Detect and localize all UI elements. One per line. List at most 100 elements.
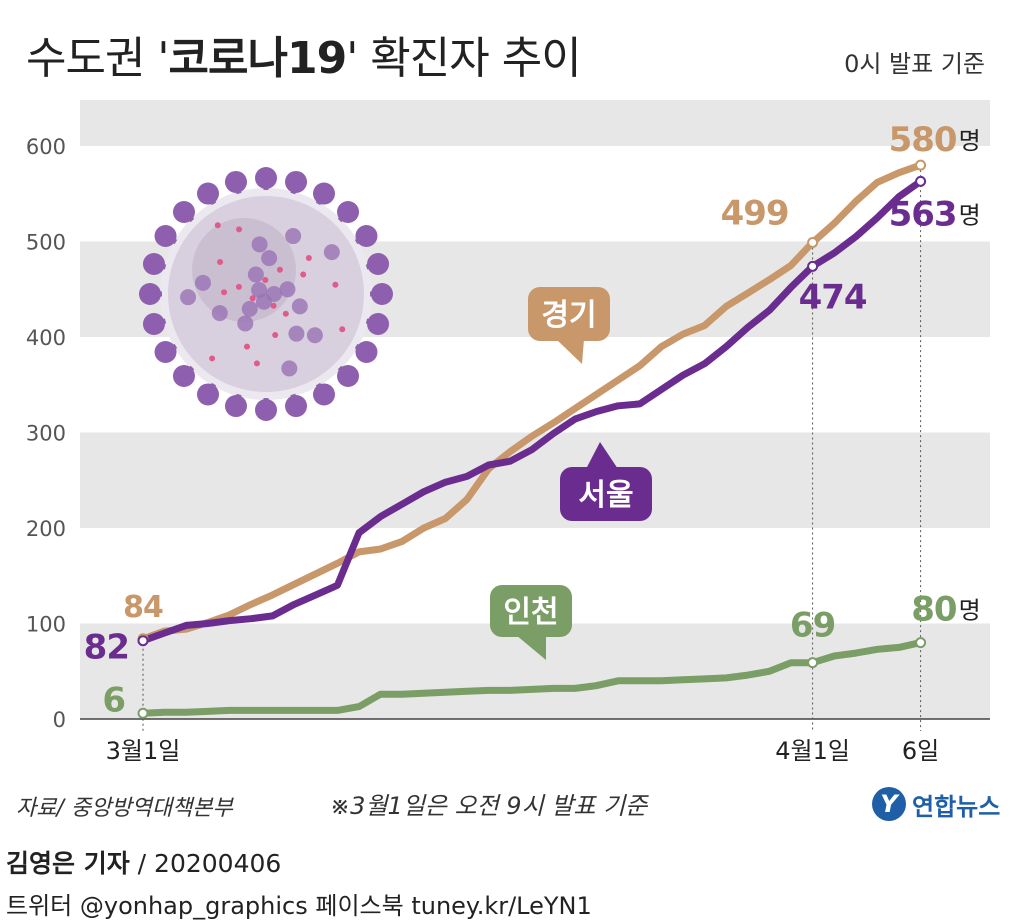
virus-spot <box>281 360 298 377</box>
virus-spike <box>139 283 161 305</box>
callout-tail <box>556 339 584 364</box>
series-line-경기 <box>139 161 925 643</box>
source-text: 자료/ 중앙방역대책본부 <box>16 796 233 821</box>
point-value-label: 474 <box>799 277 867 317</box>
virus-spike <box>154 225 177 247</box>
yonhap-logo-text: 연합뉴스 <box>912 792 1001 821</box>
virus-dot <box>221 289 228 296</box>
x-tick-label: 6일 <box>902 737 939 765</box>
callout-tail <box>516 635 546 660</box>
virus-spot <box>306 327 323 344</box>
point-marker <box>137 635 149 647</box>
virus-spot <box>261 250 278 267</box>
yonhap-logo-icon: Y <box>872 787 906 821</box>
virus-spot <box>180 289 197 306</box>
virus-dot <box>300 271 307 278</box>
virus-spot <box>211 305 228 322</box>
series-line-서울 <box>139 177 925 645</box>
grid-band <box>80 100 990 146</box>
virus-dot <box>209 355 216 362</box>
series-name-label: 경기 <box>541 298 596 333</box>
virus-spike <box>142 252 165 275</box>
point-marker <box>807 260 819 272</box>
point-value-label: 499 <box>721 193 789 233</box>
virus-spike <box>367 313 390 336</box>
series-callout: 경기 <box>528 287 610 364</box>
point-value-label: 563 <box>889 194 957 234</box>
social-credits: 트위터 @yonhap_graphics 페이스북 tuney.kr/LeYN1 <box>6 892 592 920</box>
virus-spike <box>255 399 277 421</box>
callout-bubble <box>560 467 652 521</box>
point-marker <box>915 175 927 187</box>
virus-dot <box>270 302 277 309</box>
virus-spike <box>154 341 177 363</box>
point-unit-label: 명 <box>959 201 981 229</box>
virus-dot <box>272 331 279 338</box>
virus-illustration <box>139 167 393 421</box>
x-tick-label: 3월1일 <box>106 737 181 765</box>
virus-spike <box>371 283 393 305</box>
point-value-label: 84 <box>123 590 163 625</box>
virus-dot <box>262 277 269 284</box>
series-name-label: 인천 <box>503 595 558 630</box>
virus-spike <box>355 341 378 363</box>
basis-note: 0시 발표 기준 <box>844 50 985 78</box>
virus-spot <box>323 244 340 261</box>
virus-dot <box>217 258 224 265</box>
point-value-label: 80 <box>911 590 957 630</box>
virus-dot <box>214 222 221 229</box>
virus-dot <box>253 360 260 367</box>
virus-spot <box>291 298 308 315</box>
virus-spot <box>237 315 254 332</box>
point-marker <box>137 707 149 719</box>
callout-bubble <box>528 287 610 341</box>
series-callout: 인천 <box>490 585 572 660</box>
y-tick-label: 0 <box>53 708 66 732</box>
virus-dot <box>236 226 243 233</box>
virus-dot <box>235 283 242 290</box>
virus-spike <box>355 225 378 247</box>
virus-spike <box>337 365 360 388</box>
virus-spot <box>241 300 258 317</box>
virus-spike <box>224 170 247 193</box>
y-tick-label: 300 <box>26 422 66 446</box>
virus-dot <box>305 254 312 261</box>
title-suffix: ' 확진자 추이 <box>346 33 581 84</box>
virus-spike <box>313 383 335 406</box>
virus-spike <box>142 313 165 336</box>
byline: 김영은 기자 / 20200406 <box>6 844 281 880</box>
publish-date: / 20200406 <box>129 849 282 878</box>
virus-spike <box>197 182 219 205</box>
reporter-name: 김영은 기자 <box>6 849 130 878</box>
title-bold: 코로나19 <box>168 33 348 84</box>
virus-dot <box>282 310 289 317</box>
virus-spike <box>197 383 219 406</box>
virus-spot <box>288 325 305 342</box>
series-callout: 서울 <box>560 442 652 521</box>
point-value-label: 69 <box>790 606 835 646</box>
point-unit-label: 명 <box>959 597 981 625</box>
virus-dot <box>332 281 339 288</box>
virus-spike <box>255 167 277 189</box>
callout-bubble <box>490 585 572 637</box>
title-prefix: 수도권 ' <box>26 33 170 84</box>
point-marker <box>807 657 819 669</box>
virus-spike <box>224 395 247 418</box>
point-marker <box>915 159 927 171</box>
virus-spot <box>279 281 296 298</box>
yonhap-logo: Y 연합뉴스 <box>872 784 1000 824</box>
x-tick-label: 4월1일 <box>775 737 850 765</box>
point-marker <box>807 236 819 248</box>
point-value-label: 580 <box>889 120 957 160</box>
virus-spike <box>367 252 390 275</box>
footnote: ※3월1일은 오전 9시 발표 기준 <box>330 792 648 820</box>
virus-spot <box>251 236 268 253</box>
virus-spike <box>285 170 308 193</box>
virus-dot <box>276 266 283 273</box>
virus-dot <box>244 343 251 350</box>
y-tick-label: 400 <box>26 326 66 350</box>
y-tick-label: 600 <box>26 135 66 159</box>
virus-dot <box>249 295 256 302</box>
point-value-label: 82 <box>84 628 129 668</box>
